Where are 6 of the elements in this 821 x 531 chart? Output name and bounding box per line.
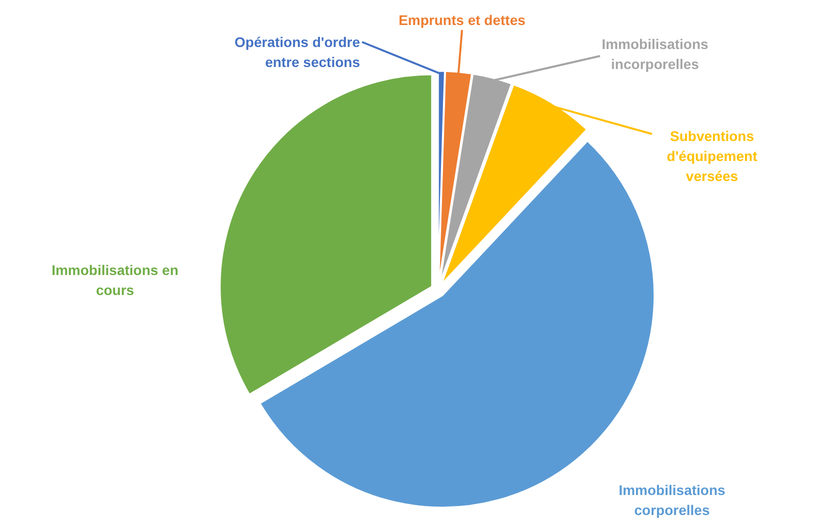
slice-label: Emprunts et dettes xyxy=(398,12,526,28)
slice-label: Subventions d'équipement versées xyxy=(666,128,758,184)
slice-label: Immobilisations en cours xyxy=(52,262,178,298)
slice-label: Opérations d'ordre entre sections xyxy=(234,34,360,70)
slice-label: Immobilisations incorporelles xyxy=(602,36,708,72)
slice-label: Immobilisations corporelles xyxy=(618,482,726,518)
